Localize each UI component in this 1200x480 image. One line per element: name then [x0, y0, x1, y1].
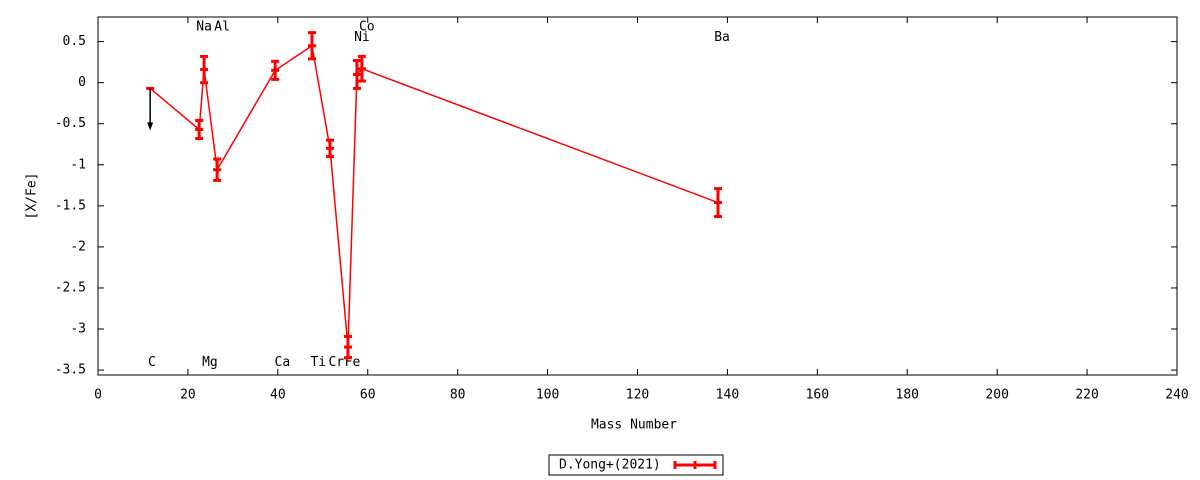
- element-label: Cr: [328, 355, 344, 370]
- x-tick-label: 220: [1075, 388, 1098, 403]
- element-label: Al: [214, 19, 230, 34]
- x-tick-label: 140: [716, 388, 739, 403]
- error-bar: [308, 31, 317, 61]
- x-tick-label: 160: [806, 388, 829, 403]
- error-bar: [213, 157, 222, 182]
- y-tick-label: -2.5: [55, 280, 86, 295]
- element-label: Ti: [310, 355, 326, 370]
- legend-box: [548, 454, 724, 476]
- x-tick-label: 120: [626, 388, 649, 403]
- error-bar: [325, 138, 334, 159]
- error-bar: [195, 118, 204, 141]
- y-tick-label: 0: [78, 75, 86, 90]
- error-bar: [713, 187, 722, 219]
- error-bar: [357, 54, 366, 83]
- x-tick-label: 240: [1165, 388, 1188, 403]
- y-tick-label: -3.5: [55, 363, 86, 378]
- series-line: [149, 44, 719, 348]
- element-label: Na: [196, 19, 212, 34]
- y-tick-label: -2: [70, 239, 86, 254]
- x-tick-label: 180: [896, 388, 919, 403]
- x-axis-label: Mass Number: [591, 418, 677, 433]
- element-label: Ba: [714, 30, 730, 45]
- plot-frame: [97, 16, 1178, 376]
- x-tick-label: 80: [450, 388, 466, 403]
- x-tick-label: 100: [536, 388, 559, 403]
- x-tick-label: 40: [270, 388, 286, 403]
- error-bar: [271, 59, 280, 81]
- y-axis-label: [X/Fe]: [25, 173, 40, 220]
- upper-limit-arrowhead: [147, 122, 154, 131]
- y-tick-label: -3: [70, 322, 86, 337]
- error-bar: [343, 334, 352, 360]
- legend-label: D.Yong+(2021): [559, 458, 661, 473]
- y-tick-label: 0.5: [63, 34, 86, 49]
- element-label: Co: [359, 19, 375, 34]
- x-tick-label: 200: [985, 388, 1008, 403]
- x-tick-label: 0: [94, 388, 102, 403]
- element-label: Ni: [354, 30, 370, 45]
- element-label: Ca: [275, 355, 291, 370]
- error-bar: [200, 54, 209, 85]
- y-tick-label: -1: [70, 157, 86, 172]
- y-tick-label: -0.5: [55, 116, 86, 131]
- error-bar: [352, 59, 361, 90]
- x-tick-label: 60: [360, 388, 376, 403]
- element-label: Mg: [202, 355, 218, 370]
- x-tick-label: 20: [180, 388, 196, 403]
- y-tick-label: -1.5: [55, 198, 86, 213]
- element-label: C: [148, 355, 156, 370]
